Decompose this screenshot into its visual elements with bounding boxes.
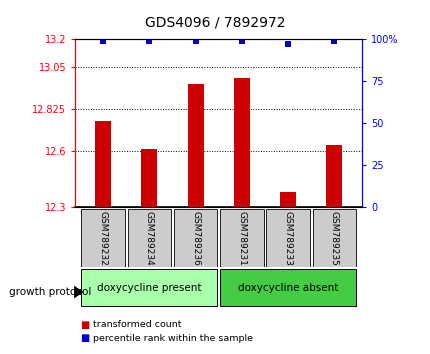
Point: [192, 38, 199, 44]
Text: ■: ■: [80, 333, 89, 343]
Bar: [127, 209, 171, 267]
Text: transformed count: transformed count: [92, 320, 181, 330]
Text: GSM789236: GSM789236: [190, 211, 200, 266]
Bar: [95, 121, 111, 207]
Bar: [220, 209, 263, 267]
Point: [238, 38, 245, 44]
Polygon shape: [74, 286, 83, 298]
Bar: [326, 145, 341, 207]
Text: GDS4096 / 7892972: GDS4096 / 7892972: [145, 16, 285, 30]
Bar: [312, 209, 355, 267]
Point: [99, 38, 106, 44]
Text: ■: ■: [80, 320, 89, 330]
Text: growth protocol: growth protocol: [9, 287, 91, 297]
Bar: [81, 209, 125, 267]
Text: doxycycline present: doxycycline present: [97, 282, 201, 293]
Text: percentile rank within the sample: percentile rank within the sample: [92, 333, 252, 343]
Bar: [220, 269, 355, 306]
Text: GSM789233: GSM789233: [283, 211, 292, 266]
Bar: [280, 192, 295, 207]
Point: [284, 41, 291, 47]
Text: GSM789234: GSM789234: [144, 211, 154, 266]
Bar: [187, 84, 203, 207]
Text: GSM789235: GSM789235: [329, 211, 338, 266]
Bar: [141, 149, 157, 207]
Bar: [266, 209, 309, 267]
Text: GSM789231: GSM789231: [237, 211, 246, 266]
Point: [146, 38, 153, 44]
Bar: [81, 269, 217, 306]
Point: [330, 38, 337, 44]
Text: doxycycline absent: doxycycline absent: [237, 282, 338, 293]
Bar: [173, 209, 217, 267]
Text: GSM789232: GSM789232: [98, 211, 108, 266]
Bar: [233, 78, 249, 207]
